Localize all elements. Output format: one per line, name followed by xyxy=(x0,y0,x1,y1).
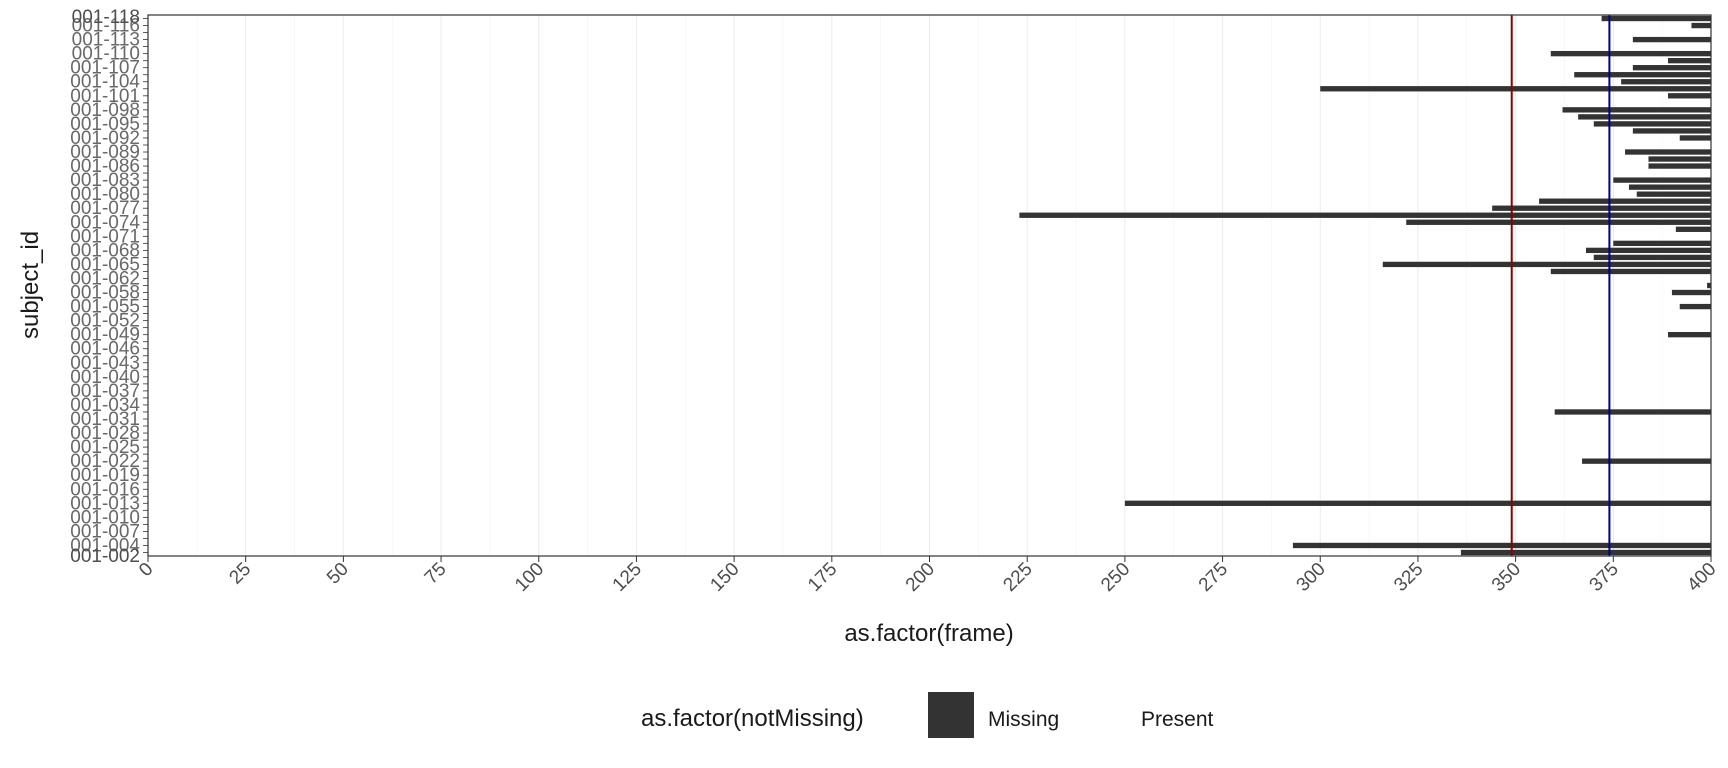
missing-bar xyxy=(1668,58,1711,63)
x-tick-label: 175 xyxy=(804,559,841,596)
missing-bar xyxy=(1551,269,1711,274)
x-tick-label: 125 xyxy=(609,559,646,596)
missing-bar xyxy=(1672,290,1711,295)
x-tick-label: 275 xyxy=(1195,559,1232,596)
missing-bar xyxy=(1461,550,1711,555)
x-axis-title: as.factor(frame) xyxy=(844,620,1013,647)
missing-bar xyxy=(1539,199,1711,204)
missing-bar xyxy=(1555,409,1711,414)
x-tick-label: 375 xyxy=(1586,559,1623,596)
missing-bar xyxy=(1574,72,1711,77)
missing-bar xyxy=(1648,156,1711,161)
missing-bar xyxy=(1613,177,1711,182)
missing-bar xyxy=(1680,304,1711,309)
missing-bar xyxy=(1691,23,1711,28)
missing-bar xyxy=(1578,114,1711,119)
grid-layer xyxy=(148,15,1711,556)
missing-bar xyxy=(1551,51,1711,56)
x-tick-label: 100 xyxy=(511,559,548,596)
y-tick-label: 001-004 xyxy=(70,535,140,556)
legend-title: as.factor(notMissing) xyxy=(641,705,864,732)
missing-bar xyxy=(1621,79,1711,84)
missing-bar xyxy=(1125,501,1711,506)
missing-bar xyxy=(1602,16,1711,21)
legend-label-present: Present xyxy=(1141,708,1214,731)
x-tick-label: 50 xyxy=(323,559,353,589)
x-tick-label: 400 xyxy=(1683,559,1720,596)
y-axis-ticks: 001-118001-002001-116001-113001-110001-1… xyxy=(70,7,148,567)
legend-key-missing xyxy=(928,692,974,738)
missing-bar xyxy=(1594,255,1711,260)
legend: as.factor(notMissing) Missing Present xyxy=(641,692,1214,738)
legend-label-missing: Missing xyxy=(988,708,1059,731)
x-tick-label: 25 xyxy=(225,559,255,589)
missing-bar xyxy=(1633,65,1711,70)
missing-bar xyxy=(1406,220,1711,225)
missing-bar xyxy=(1637,191,1711,196)
missing-bar xyxy=(1633,128,1711,133)
x-tick-label: 250 xyxy=(1097,559,1134,596)
missing-bar xyxy=(1582,458,1711,463)
missing-bar xyxy=(1625,149,1711,154)
x-tick-label: 75 xyxy=(421,559,451,589)
missing-bar xyxy=(1492,206,1711,211)
y-axis-title: subject_id xyxy=(17,231,44,339)
missing-bar xyxy=(1563,107,1711,112)
missing-bar xyxy=(1594,121,1711,126)
missing-bar xyxy=(1680,135,1711,140)
missing-bar xyxy=(1668,332,1711,337)
x-tick-label: 200 xyxy=(902,559,939,596)
missing-bar xyxy=(1586,248,1711,253)
x-tick-label: 325 xyxy=(1390,559,1427,596)
x-tick-label: 350 xyxy=(1488,559,1525,596)
x-tick-label: 150 xyxy=(706,559,743,596)
legend-key-present xyxy=(1086,692,1132,738)
x-tick-label: 300 xyxy=(1293,559,1330,596)
missing-bar xyxy=(1633,37,1711,42)
x-axis-ticks: 0 25 50 75 100 125 150 175 200 225 250 275 300 325 350… xyxy=(135,556,1720,596)
missing-bar xyxy=(1668,93,1711,98)
missing-bar xyxy=(1293,543,1711,548)
reference-lines xyxy=(1512,15,1610,556)
missing-bar xyxy=(1320,86,1711,91)
bars-layer xyxy=(1019,16,1711,555)
missing-bar xyxy=(1613,241,1711,246)
missing-bar xyxy=(1676,227,1711,232)
missing-bar xyxy=(1383,262,1711,267)
missing-bar xyxy=(1629,184,1711,189)
x-tick-label: 225 xyxy=(999,559,1036,596)
missing-bar xyxy=(1019,213,1711,218)
missing-bar xyxy=(1648,163,1711,168)
